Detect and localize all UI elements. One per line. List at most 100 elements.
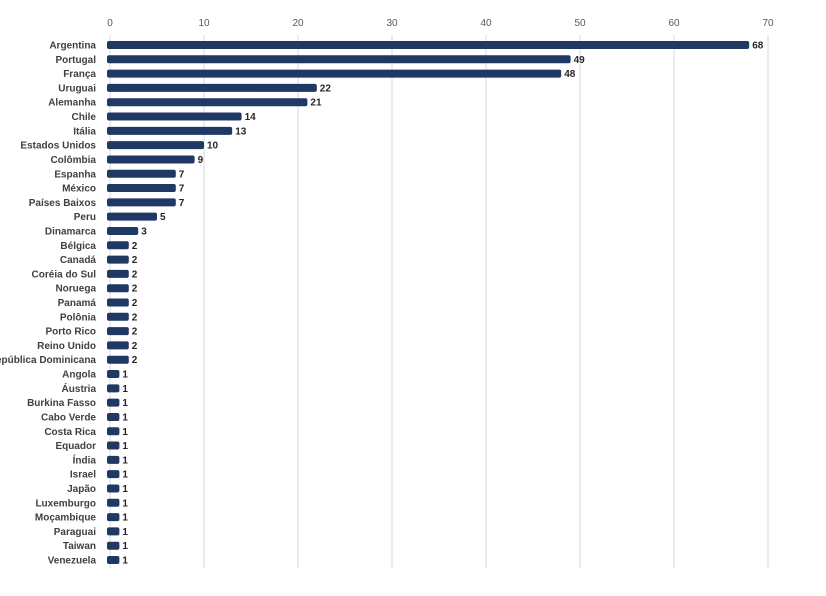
bar — [107, 370, 120, 379]
data-label: 2 — [132, 298, 138, 309]
category-label: Áustria — [62, 382, 97, 395]
data-label: 1 — [122, 470, 128, 481]
data-label: 2 — [132, 312, 138, 323]
bar — [107, 112, 242, 121]
bar — [107, 513, 120, 522]
category-label: Japão — [67, 484, 96, 495]
bar — [107, 155, 195, 164]
bar — [107, 556, 120, 564]
category-label: Itália — [73, 126, 96, 137]
data-label: 1 — [122, 441, 128, 452]
x-tick-label: 60 — [668, 18, 680, 29]
data-label: 22 — [320, 83, 332, 94]
category-label: Panamá — [58, 298, 97, 309]
bar — [107, 255, 129, 264]
category-label: Paraguai — [54, 527, 96, 538]
bar — [107, 83, 317, 92]
bar — [107, 241, 129, 250]
category-label: República Dominicana — [0, 355, 96, 366]
category-label: Luxemburgo — [35, 498, 96, 509]
bar — [107, 398, 120, 407]
category-label: Reino Unido — [37, 341, 96, 352]
data-label: 1 — [122, 398, 128, 409]
data-label: 2 — [132, 241, 138, 252]
category-label: Taiwan — [63, 541, 96, 552]
data-label: 2 — [132, 341, 138, 352]
bar — [107, 355, 129, 364]
bar — [107, 498, 120, 507]
category-label: México — [62, 184, 96, 195]
bar — [107, 455, 120, 464]
bar — [107, 212, 157, 221]
x-tick-label: 10 — [198, 18, 210, 29]
bar — [107, 541, 120, 550]
category-label: Angola — [62, 370, 96, 381]
x-tick-label: 30 — [386, 18, 398, 29]
bar — [107, 412, 120, 421]
bar — [107, 327, 129, 336]
data-label: 2 — [132, 255, 138, 266]
bar — [107, 198, 176, 207]
category-label: Uruguai — [58, 83, 96, 94]
category-label: Polônia — [60, 312, 97, 323]
data-label: 3 — [141, 226, 147, 237]
bar — [107, 226, 139, 235]
bar — [107, 341, 129, 350]
category-label: Costa Rica — [44, 427, 96, 438]
data-label: 1 — [122, 484, 128, 495]
x-tick-label: 20 — [292, 18, 304, 29]
category-label: França — [63, 69, 96, 80]
data-label: 1 — [122, 527, 128, 538]
category-label: Canadá — [60, 255, 97, 266]
category-label: Espanha — [54, 169, 96, 180]
category-label: Venezuela — [48, 556, 97, 567]
category-label: Dinamarca — [45, 226, 97, 237]
category-label: Equador — [55, 441, 96, 452]
bar — [107, 527, 120, 536]
category-label: Peru — [74, 212, 96, 223]
category-label: Colômbia — [50, 155, 96, 166]
data-label: 1 — [122, 498, 128, 509]
bar — [107, 298, 129, 307]
data-label: 7 — [179, 184, 185, 195]
data-label: 2 — [132, 327, 138, 338]
data-label: 1 — [122, 513, 128, 524]
category-label: Bélgica — [60, 241, 96, 252]
x-tick-label: 40 — [480, 18, 492, 29]
bar — [107, 184, 176, 193]
data-label: 1 — [122, 556, 128, 567]
data-label: 48 — [564, 69, 576, 80]
bar — [107, 98, 308, 107]
category-label: Noruega — [55, 284, 96, 295]
category-label: Burkina Fasso — [27, 398, 96, 409]
category-label: Israel — [70, 470, 96, 481]
bar — [107, 384, 120, 393]
category-label: Países Baixos — [29, 198, 97, 209]
data-label: 9 — [198, 155, 204, 166]
data-label: 1 — [122, 455, 128, 466]
bar — [107, 169, 176, 178]
category-label: Cabo Verde — [41, 412, 96, 423]
data-label: 5 — [160, 212, 166, 223]
data-label: 49 — [574, 55, 586, 66]
bar — [107, 427, 120, 436]
bar — [107, 312, 129, 321]
bar — [107, 55, 571, 64]
bar — [107, 470, 120, 479]
category-label: Índia — [73, 453, 97, 466]
x-tick-label: 50 — [574, 18, 586, 29]
data-label: 1 — [122, 412, 128, 423]
data-label: 1 — [122, 370, 128, 381]
bar — [107, 284, 129, 293]
category-label: Argentina — [49, 41, 96, 52]
data-label: 2 — [132, 284, 138, 295]
x-tick-label: 70 — [762, 18, 774, 29]
bar — [107, 41, 750, 49]
category-label: Chile — [72, 112, 97, 123]
data-label: 7 — [179, 198, 185, 209]
data-label: 2 — [132, 355, 138, 366]
category-label: Portugal — [55, 55, 96, 66]
data-label: 21 — [310, 98, 322, 109]
data-label: 7 — [179, 169, 185, 180]
bar — [107, 141, 204, 150]
